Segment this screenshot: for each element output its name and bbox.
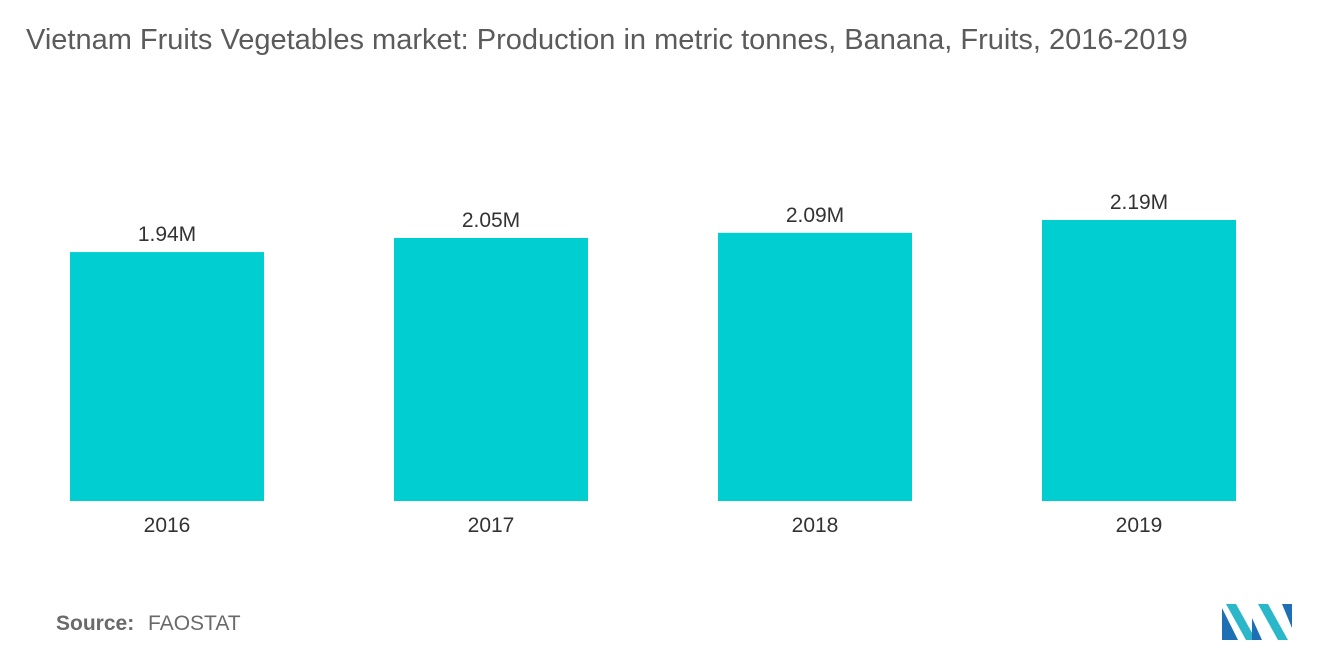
- bars-group: [70, 220, 1236, 501]
- tick-label-2019: 2019: [1116, 514, 1163, 537]
- bar-2019: [1042, 220, 1236, 501]
- value-labels-group: 1.94M 2.05M 2.09M 2.19M: [138, 191, 1168, 246]
- chart-title: Vietnam Fruits Vegetables market: Produc…: [26, 24, 1188, 56]
- value-label-2016: 1.94M: [138, 223, 196, 246]
- value-label-2018: 2.09M: [786, 204, 844, 227]
- mordor-intelligence-logo-icon: [1222, 604, 1292, 640]
- tick-label-2018: 2018: [792, 514, 839, 537]
- bar-2018: [718, 232, 912, 501]
- source-note: Source: FAOSTAT: [56, 612, 241, 636]
- source-value: FAOSTAT: [148, 612, 241, 635]
- tick-label-2017: 2017: [468, 514, 515, 537]
- value-label-2017: 2.05M: [462, 209, 520, 232]
- bar-2016: [70, 252, 264, 501]
- bar-2017: [394, 237, 588, 501]
- tick-label-2016: 2016: [144, 514, 191, 537]
- value-label-2019: 2.19M: [1110, 191, 1168, 214]
- source-label: Source:: [56, 612, 135, 635]
- tick-labels-group: 2016 2017 2018 2019: [144, 514, 1163, 537]
